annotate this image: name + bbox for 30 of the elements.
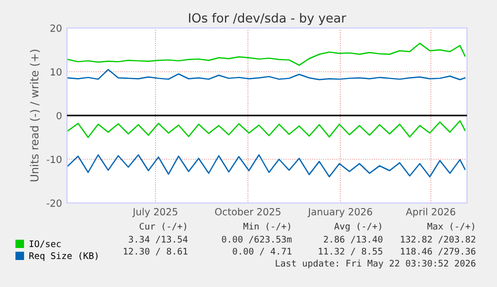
text: Max (-/+): [427, 222, 474, 231]
text: 0.00 / 4.71: [232, 248, 292, 256]
text: Cur (-/+): [140, 222, 186, 231]
y-tick-label: 0: [56, 112, 62, 120]
line-series: [67, 120, 466, 138]
text: Avg (-/+): [334, 222, 382, 232]
x-tick-label: October 2025: [215, 208, 280, 216]
text: Last update: Fri May 22 03:30:52 2026: [276, 260, 476, 268]
y-tick-label: -10: [46, 156, 62, 164]
y-tick-label: 10: [50, 68, 62, 76]
y-tick-label: -20: [46, 199, 62, 207]
text: 118.46 /279.36: [400, 248, 476, 256]
text: 12.30 / 8.61: [124, 248, 188, 256]
text: 132.82 /203.82: [400, 236, 476, 244]
line-series: [67, 42, 466, 66]
y-tick-label: 20: [50, 24, 62, 32]
x-tick-label: April 2026: [406, 208, 456, 218]
x-tick-label: January 2026: [308, 208, 372, 218]
line-series: [67, 154, 466, 178]
text: 0.00 /623.53m: [222, 236, 292, 244]
x-tick-label: July 2025: [132, 208, 178, 218]
chart-title: IOs for /dev/sda - by year: [189, 12, 346, 26]
text: Min (-/+): [243, 222, 290, 231]
y-axis-title: Units read (-) / write (+): [30, 50, 40, 182]
text: 11.32 / 8.55: [318, 248, 382, 256]
text: 2.86 /13.40: [324, 236, 382, 244]
line-series: [67, 68, 466, 80]
legend-label: Req Size (KB): [29, 252, 98, 261]
legend-label: IO/sec: [30, 240, 61, 248]
text: 3.34 /13.54: [128, 236, 188, 244]
